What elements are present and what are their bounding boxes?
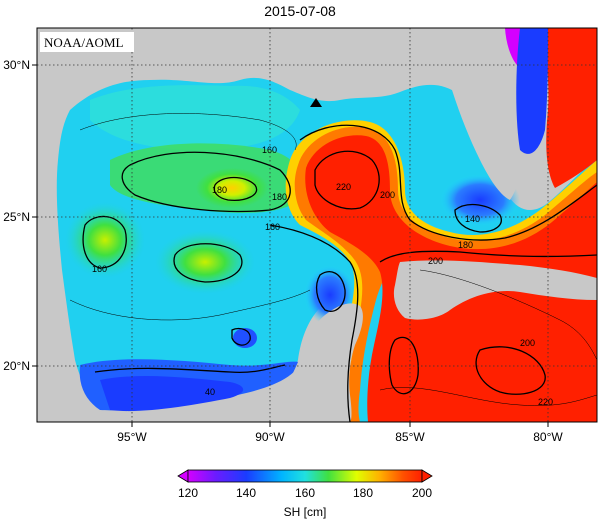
yucatan-land bbox=[275, 303, 363, 422]
credit-label: NOAA/AOML bbox=[44, 35, 124, 50]
contour-label: 40 bbox=[205, 387, 215, 397]
contour-blue-eddy bbox=[315, 271, 346, 312]
contour-140-south bbox=[94, 364, 286, 374]
gridlines bbox=[37, 28, 597, 422]
contour-label: 160 bbox=[262, 145, 277, 155]
y-tick-label: 30°N bbox=[3, 58, 30, 72]
florida-east-blue bbox=[516, 28, 548, 154]
small-blue-eddy bbox=[233, 328, 257, 348]
contour-label: 220 bbox=[538, 397, 553, 407]
colorbar-gradient bbox=[187, 469, 423, 483]
contour-label: 160 bbox=[92, 264, 107, 274]
contour-label: 200 bbox=[428, 256, 443, 266]
contour-160-central-south bbox=[173, 243, 243, 283]
contour-lines bbox=[69, 113, 597, 422]
yellow-eddy bbox=[196, 168, 268, 208]
atlantic-red bbox=[545, 28, 597, 188]
contour-180-yellow bbox=[213, 176, 258, 201]
contour-label-group: 160 180 160 160 180 220 200 140 180 200 … bbox=[92, 145, 553, 407]
contour-small-blue bbox=[231, 327, 251, 346]
x-tick-label: 90°W bbox=[255, 430, 285, 444]
credit-box bbox=[40, 32, 134, 52]
thin-contour-3 bbox=[419, 269, 597, 361]
contour-label: 180 bbox=[458, 240, 473, 250]
colorbar-tick: 180 bbox=[353, 486, 373, 500]
map-title: 2015-07-08 bbox=[264, 3, 336, 19]
colorbar-tick: 120 bbox=[178, 486, 198, 500]
florida-land bbox=[447, 28, 522, 200]
west-green-eddy bbox=[65, 202, 145, 278]
contour-label: 220 bbox=[336, 182, 351, 192]
contour-220-loop-core bbox=[314, 150, 380, 210]
colorbar-low-arrow bbox=[177, 469, 189, 483]
contour-200-cuba-north bbox=[379, 250, 597, 263]
northern-shelf bbox=[90, 85, 300, 150]
contour-160-loop-west bbox=[269, 224, 359, 422]
thin-contour-2 bbox=[69, 289, 311, 321]
contour-label: 160 bbox=[265, 222, 280, 232]
contour-label: 140 bbox=[465, 214, 480, 224]
axis-ticks bbox=[32, 64, 549, 427]
x-tick-label: 85°W bbox=[395, 430, 425, 444]
contour-label: 180 bbox=[272, 192, 287, 202]
y-tick-label: 20°N bbox=[3, 359, 30, 373]
colorbar-high-arrow bbox=[421, 469, 433, 483]
cuba-land bbox=[393, 260, 597, 320]
contour-label: 200 bbox=[520, 338, 535, 348]
contour-label: 180 bbox=[212, 185, 227, 195]
thin-contour-1 bbox=[79, 113, 297, 151]
x-tick-label: 95°W bbox=[117, 430, 147, 444]
southern-deep-blue bbox=[100, 376, 244, 412]
thin-contour-4 bbox=[379, 387, 597, 406]
x-tick-label: 80°W bbox=[533, 430, 563, 444]
colorbar-label: SH [cm] bbox=[284, 505, 327, 519]
contour-200-south bbox=[388, 336, 419, 395]
y-tick-label: 25°N bbox=[3, 210, 30, 224]
central-green-eddy bbox=[155, 230, 255, 294]
colorbar: 120 140 160 180 200 SH [cm] bbox=[177, 469, 433, 519]
colorbar-tick: 200 bbox=[412, 486, 432, 500]
contour-label: 200 bbox=[380, 190, 395, 200]
map-field bbox=[37, 28, 597, 422]
map-frame bbox=[36, 27, 598, 423]
contour-220-south-east bbox=[475, 346, 546, 395]
contour-140-florida bbox=[454, 203, 502, 233]
colorbar-tick: 160 bbox=[295, 486, 315, 500]
triangle-marker bbox=[310, 98, 322, 107]
colorbar-tick: 140 bbox=[236, 486, 256, 500]
